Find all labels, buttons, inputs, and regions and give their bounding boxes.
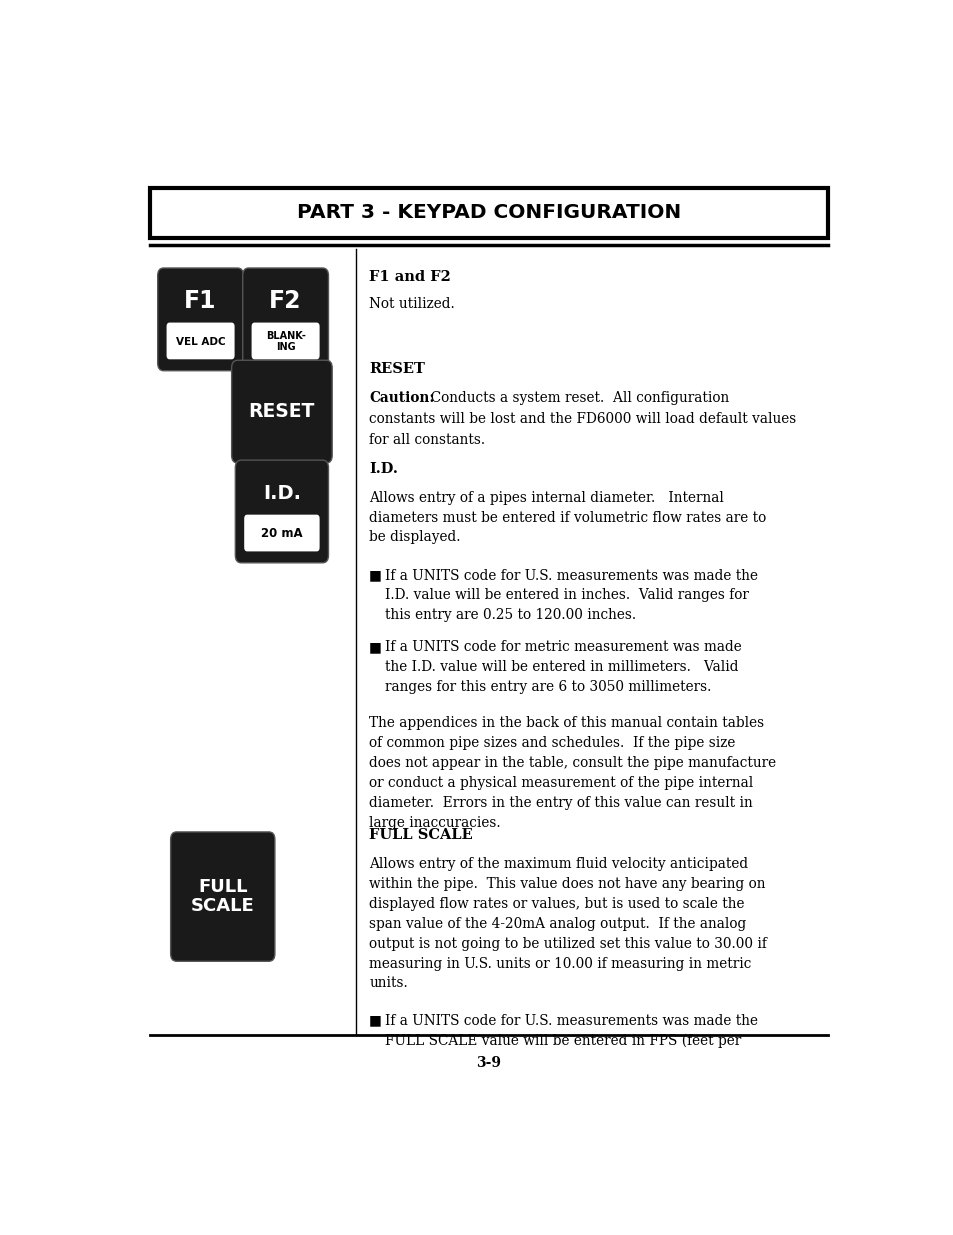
FancyBboxPatch shape <box>157 268 243 370</box>
Text: ranges for this entry are 6 to 3050 millimeters.: ranges for this entry are 6 to 3050 mill… <box>385 679 711 694</box>
Text: within the pipe.  This value does not have any bearing on: within the pipe. This value does not hav… <box>369 877 765 890</box>
Text: units.: units. <box>369 977 408 990</box>
Text: Caution:: Caution: <box>369 390 434 405</box>
Text: diameters must be entered if volumetric flow rates are to: diameters must be entered if volumetric … <box>369 510 765 525</box>
FancyBboxPatch shape <box>171 832 274 961</box>
Text: output is not going to be utilized set this value to 30.00 if: output is not going to be utilized set t… <box>369 936 766 951</box>
Text: FULL SCALE value will be entered in FPS (feet per: FULL SCALE value will be entered in FPS … <box>385 1034 740 1049</box>
Text: 20 mA: 20 mA <box>261 527 302 541</box>
FancyBboxPatch shape <box>235 461 328 563</box>
Text: constants will be lost and the FD6000 will load default values: constants will be lost and the FD6000 wi… <box>369 411 796 426</box>
Text: Not utilized.: Not utilized. <box>369 296 455 310</box>
Text: F2: F2 <box>269 289 301 312</box>
Text: I.D. value will be entered in inches.  Valid ranges for: I.D. value will be entered in inches. Va… <box>385 589 748 603</box>
Text: If a UNITS code for U.S. measurements was made the: If a UNITS code for U.S. measurements wa… <box>385 568 758 583</box>
Bar <box>151 188 826 237</box>
Text: be displayed.: be displayed. <box>369 531 460 545</box>
Text: I.D.: I.D. <box>263 484 300 503</box>
Text: span value of the 4-20mA analog output.  If the analog: span value of the 4-20mA analog output. … <box>369 916 745 930</box>
Text: or conduct a physical measurement of the pipe internal: or conduct a physical measurement of the… <box>369 776 753 790</box>
Text: of common pipe sizes and schedules.  If the pipe size: of common pipe sizes and schedules. If t… <box>369 736 735 750</box>
Text: for all constants.: for all constants. <box>369 432 485 447</box>
Text: displayed flow rates or values, but is used to scale the: displayed flow rates or values, but is u… <box>369 897 744 910</box>
Text: F1: F1 <box>184 289 216 312</box>
FancyBboxPatch shape <box>252 322 319 359</box>
Text: this entry are 0.25 to 120.00 inches.: this entry are 0.25 to 120.00 inches. <box>385 609 636 622</box>
Text: FULL
SCALE: FULL SCALE <box>191 878 254 915</box>
Text: Allows entry of a pipes internal diameter.   Internal: Allows entry of a pipes internal diamete… <box>369 490 723 505</box>
Text: measuring in U.S. units or 10.00 if measuring in metric: measuring in U.S. units or 10.00 if meas… <box>369 957 751 971</box>
Text: ■: ■ <box>369 1014 381 1028</box>
Text: F1 and F2: F1 and F2 <box>369 270 451 284</box>
Text: RESET: RESET <box>249 403 314 421</box>
Text: RESET: RESET <box>369 362 425 377</box>
Text: diameter.  Errors in the entry of this value can result in: diameter. Errors in the entry of this va… <box>369 795 752 810</box>
Text: VEL ADC: VEL ADC <box>175 337 225 347</box>
Text: ■: ■ <box>369 640 381 653</box>
Text: FULL SCALE: FULL SCALE <box>369 829 473 842</box>
FancyBboxPatch shape <box>244 515 319 551</box>
Text: The appendices in the back of this manual contain tables: The appendices in the back of this manua… <box>369 716 763 730</box>
Text: If a UNITS code for metric measurement was made: If a UNITS code for metric measurement w… <box>385 640 741 653</box>
Text: I.D.: I.D. <box>369 462 397 475</box>
Text: Conducts a system reset.  All configuration: Conducts a system reset. All configurati… <box>422 390 729 405</box>
Text: Allows entry of the maximum fluid velocity anticipated: Allows entry of the maximum fluid veloci… <box>369 857 747 871</box>
Text: PART 3 - KEYPAD CONFIGURATION: PART 3 - KEYPAD CONFIGURATION <box>296 204 680 222</box>
FancyBboxPatch shape <box>232 361 332 463</box>
Text: If a UNITS code for U.S. measurements was made the: If a UNITS code for U.S. measurements wa… <box>385 1014 758 1028</box>
Text: ■: ■ <box>369 568 381 583</box>
Text: 3-9: 3-9 <box>476 1056 501 1070</box>
Text: the I.D. value will be entered in millimeters.   Valid: the I.D. value will be entered in millim… <box>385 659 739 674</box>
FancyBboxPatch shape <box>242 268 328 370</box>
Text: large inaccuracies.: large inaccuracies. <box>369 816 500 830</box>
Text: does not appear in the table, consult the pipe manufacture: does not appear in the table, consult th… <box>369 756 776 769</box>
Text: BLANK-
ING: BLANK- ING <box>265 331 305 352</box>
FancyBboxPatch shape <box>167 322 234 359</box>
